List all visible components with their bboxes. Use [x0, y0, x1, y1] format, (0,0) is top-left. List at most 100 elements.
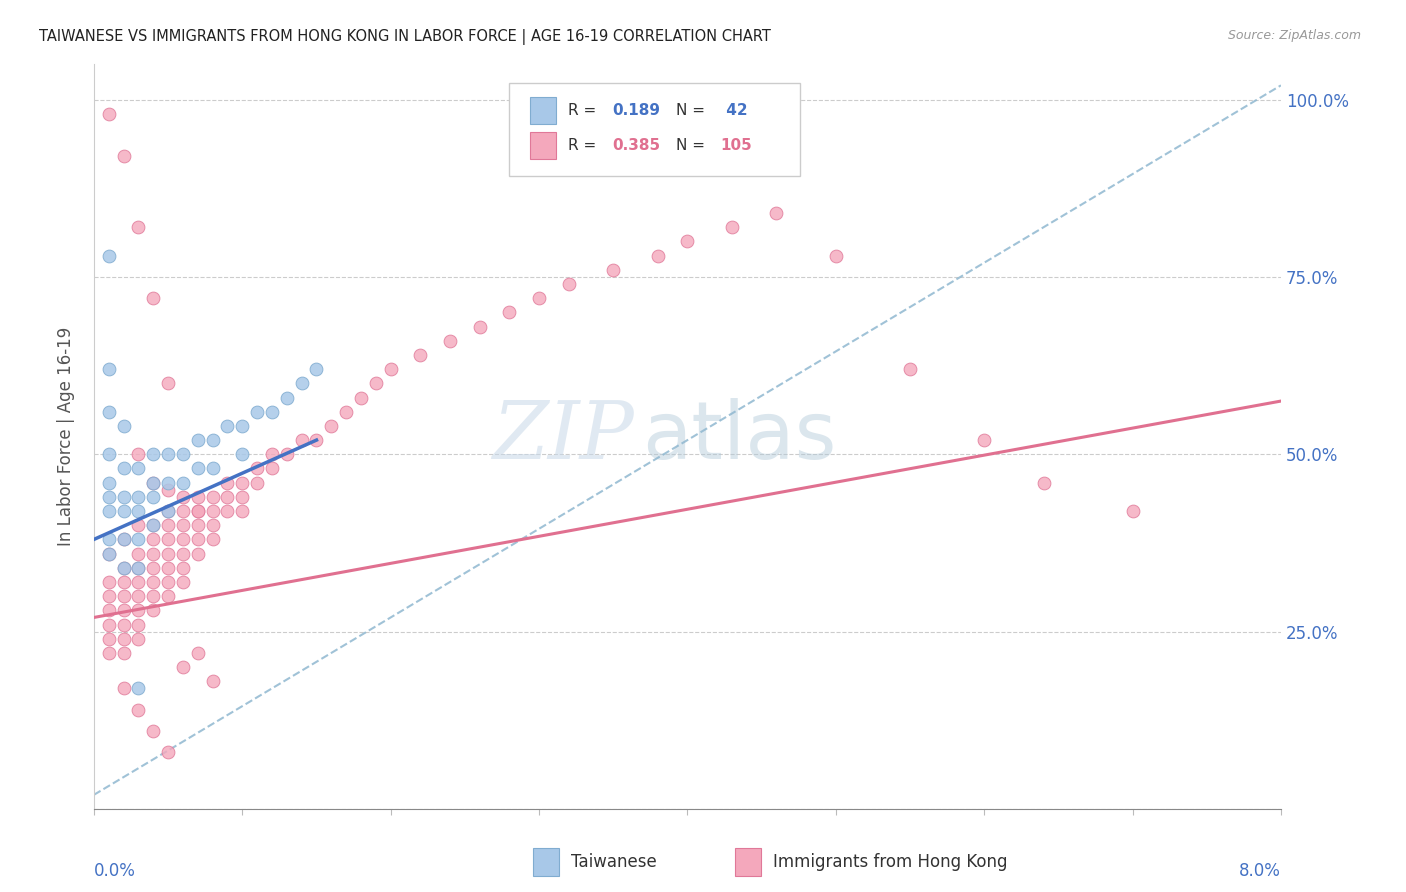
Point [97, 490, 120, 504]
Y-axis label: In Labor Force | Age 16-19: In Labor Force | Age 16-19 [58, 326, 75, 546]
Point [172, 561, 194, 575]
Point [97, 504, 120, 518]
Bar [530, 132, 555, 159]
Point [246, 475, 269, 490]
Point [291, 433, 314, 447]
Point [172, 547, 194, 561]
Point [112, 561, 135, 575]
Point [142, 574, 165, 589]
Point [898, 362, 921, 376]
Point [127, 617, 149, 632]
Point [142, 291, 165, 305]
Point [112, 149, 135, 163]
Point [527, 291, 550, 305]
Point [97, 603, 120, 617]
Point [305, 433, 328, 447]
Point [201, 518, 224, 533]
Text: 0.0%: 0.0% [94, 862, 136, 880]
Text: N =: N = [675, 137, 710, 153]
Point [157, 376, 180, 391]
Text: 8.0%: 8.0% [1239, 862, 1281, 880]
Point [558, 277, 581, 291]
Point [127, 681, 149, 696]
Point [973, 433, 995, 447]
Point [97, 106, 120, 120]
Point [157, 483, 180, 497]
Point [217, 418, 239, 433]
Text: 0.385: 0.385 [613, 137, 661, 153]
Point [127, 603, 149, 617]
Text: 105: 105 [721, 137, 752, 153]
Point [127, 561, 149, 575]
Point [291, 376, 314, 391]
Point [97, 617, 120, 632]
Point [721, 220, 744, 235]
Point [97, 249, 120, 263]
Point [127, 589, 149, 603]
Point [142, 547, 165, 561]
Point [380, 362, 402, 376]
Text: TAIWANESE VS IMMIGRANTS FROM HONG KONG IN LABOR FORCE | AGE 16-19 CORRELATION CH: TAIWANESE VS IMMIGRANTS FROM HONG KONG I… [39, 29, 772, 45]
Point [350, 391, 373, 405]
Point [112, 533, 135, 547]
Point [676, 235, 699, 249]
Text: R =: R = [568, 137, 600, 153]
Text: 0.189: 0.189 [613, 103, 661, 118]
Point [97, 475, 120, 490]
Point [112, 589, 135, 603]
Text: 42: 42 [721, 103, 748, 118]
Point [201, 490, 224, 504]
Point [142, 561, 165, 575]
Point [157, 504, 180, 518]
Text: N =: N = [675, 103, 710, 118]
Point [112, 490, 135, 504]
Point [439, 334, 461, 348]
Point [187, 504, 209, 518]
Point [112, 632, 135, 646]
Bar [735, 847, 761, 876]
Point [231, 490, 253, 504]
Point [172, 533, 194, 547]
Point [97, 574, 120, 589]
Point [157, 504, 180, 518]
Point [97, 632, 120, 646]
Point [112, 418, 135, 433]
Point [97, 547, 120, 561]
Point [201, 674, 224, 689]
Point [97, 533, 120, 547]
Point [231, 504, 253, 518]
Point [112, 561, 135, 575]
Point [260, 461, 283, 475]
Point [127, 518, 149, 533]
Point [157, 533, 180, 547]
Point [142, 533, 165, 547]
Text: Source: ZipAtlas.com: Source: ZipAtlas.com [1227, 29, 1361, 42]
Point [127, 461, 149, 475]
Point [187, 461, 209, 475]
Point [127, 533, 149, 547]
Point [187, 533, 209, 547]
Point [260, 405, 283, 419]
Point [157, 475, 180, 490]
Point [127, 574, 149, 589]
Point [157, 589, 180, 603]
Point [142, 490, 165, 504]
Point [142, 475, 165, 490]
Point [172, 475, 194, 490]
Point [217, 475, 239, 490]
Point [112, 504, 135, 518]
Point [112, 574, 135, 589]
Point [246, 461, 269, 475]
Point [276, 391, 298, 405]
Point [201, 504, 224, 518]
Point [231, 447, 253, 461]
Point [112, 603, 135, 617]
Point [127, 447, 149, 461]
Text: Taiwanese: Taiwanese [571, 853, 657, 871]
Point [187, 504, 209, 518]
Text: Immigrants from Hong Kong: Immigrants from Hong Kong [773, 853, 1008, 871]
Point [97, 447, 120, 461]
Point [1122, 504, 1144, 518]
Point [246, 405, 269, 419]
Point [498, 305, 520, 319]
